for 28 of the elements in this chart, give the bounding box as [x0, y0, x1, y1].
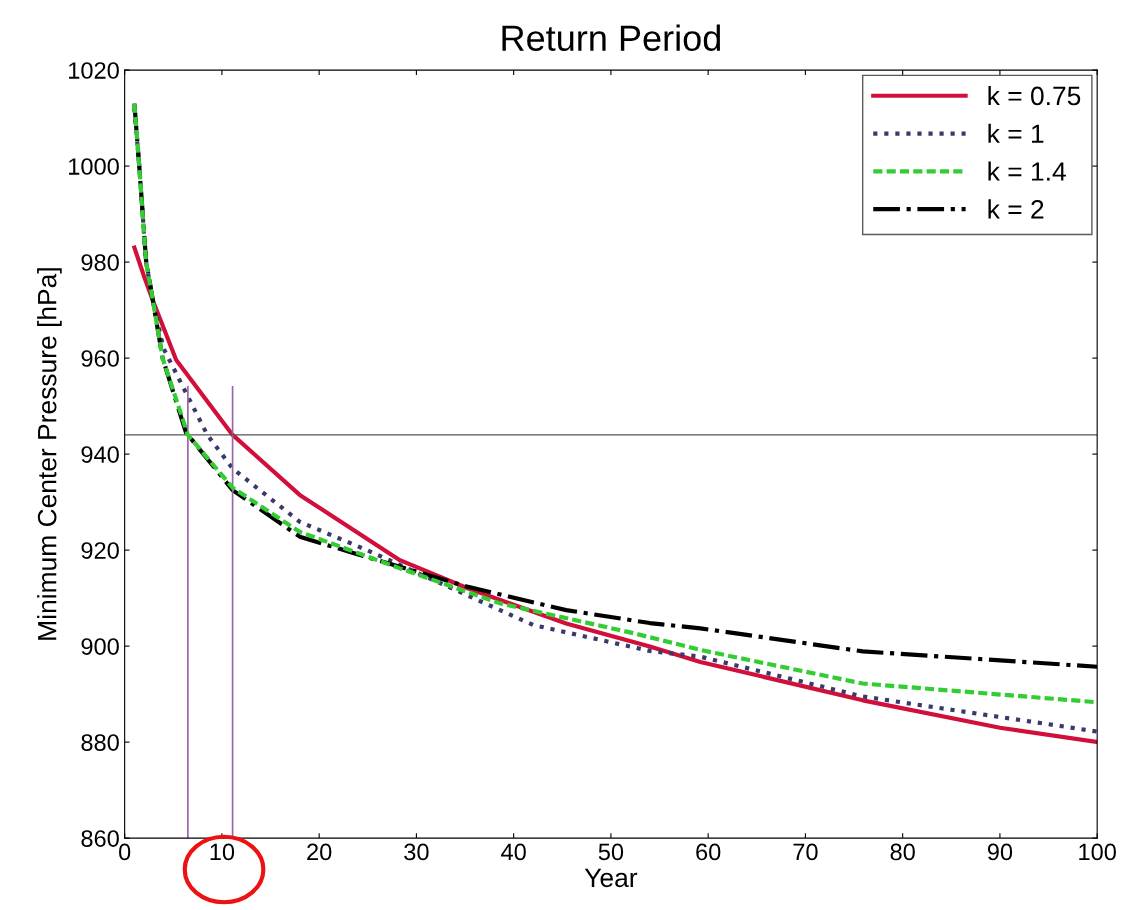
y-tick-label: 920	[81, 542, 119, 559]
y-tick-label: 900	[81, 638, 119, 655]
x-tick-label: 30	[404, 843, 429, 861]
x-axis-title: Year	[584, 868, 638, 888]
chart-title: Return Period	[502, 24, 720, 51]
x-tick-label: 70	[793, 843, 818, 861]
y-tick-label: 1020	[69, 62, 119, 79]
x-tick-label: 0	[119, 843, 131, 861]
y-tick-label: 880	[81, 734, 119, 751]
line-series	[132, 245, 1098, 745]
x-tick-label: 10	[210, 843, 235, 861]
legend-label: k = 1	[988, 123, 1044, 143]
y-tick-label: 860	[81, 830, 119, 847]
legend-label: k = 2	[988, 199, 1044, 219]
y-tick-label: 980	[81, 254, 119, 271]
y-tick-label: 960	[81, 350, 119, 367]
y-tick-label: 940	[81, 446, 119, 463]
legend-label: k = 0.75	[988, 85, 1081, 106]
x-tick-label: 40	[501, 843, 526, 861]
x-tick-label: 100	[1079, 843, 1116, 861]
x-tick-label: 50	[598, 843, 624, 861]
x-tick-label: 90	[987, 843, 1013, 861]
x-tick-label: 20	[307, 843, 332, 861]
x-tick-label: 80	[890, 843, 915, 861]
y-tick-label: 1000	[69, 158, 119, 175]
legend-label: k = 1.4	[988, 161, 1066, 181]
y-axis-title: Minimum Center Pressure [hPa]	[37, 268, 62, 640]
x-tick-label: 60	[696, 843, 721, 861]
